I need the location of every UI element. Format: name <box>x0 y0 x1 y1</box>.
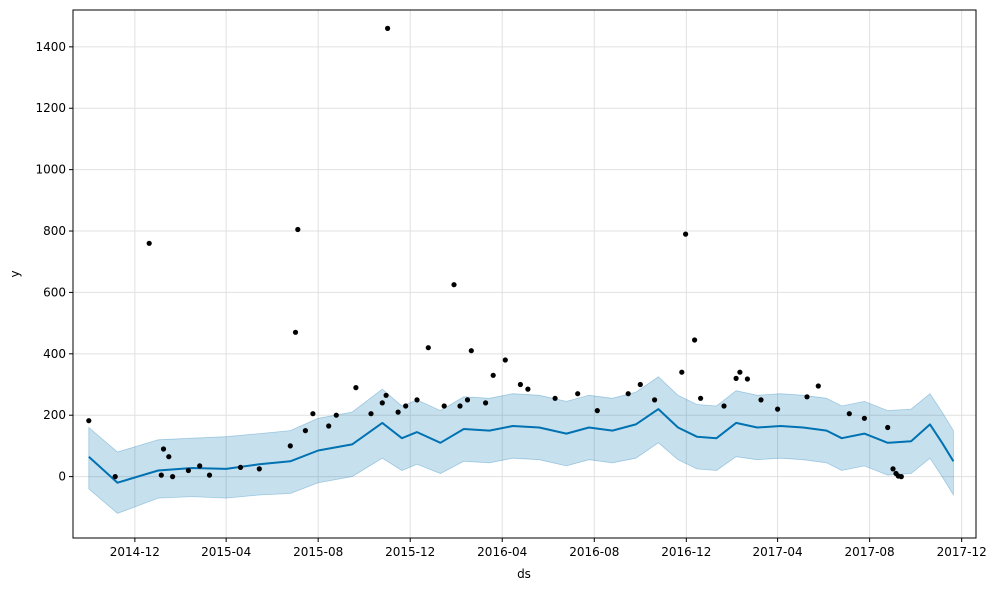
observed-point <box>898 474 904 480</box>
x-tick-label: 2015-12 <box>385 545 435 559</box>
observed-point <box>206 472 213 478</box>
observed-point <box>403 403 409 409</box>
observed-point <box>733 375 739 381</box>
observed-point <box>326 423 332 429</box>
observed-point <box>625 391 631 397</box>
observed-point <box>464 397 471 403</box>
observed-point <box>170 474 176 480</box>
y-tick-label: 0 <box>58 470 66 484</box>
observed-point <box>758 397 764 403</box>
observed-point <box>575 391 581 397</box>
observed-point <box>86 418 92 424</box>
observed-point <box>451 282 457 288</box>
x-tick-label: 2017-08 <box>845 545 895 559</box>
uncertainty-band <box>88 376 954 514</box>
observed-point <box>302 428 308 434</box>
observed-point <box>804 394 810 400</box>
observed-point <box>885 424 891 431</box>
observed-point <box>517 381 524 388</box>
y-tick-label: 1200 <box>35 101 66 115</box>
observed-point <box>692 337 698 343</box>
observed-point <box>815 383 821 389</box>
observed-point <box>379 400 385 406</box>
y-tick-label: 600 <box>43 285 66 299</box>
observed-points-layer <box>86 25 904 480</box>
observed-point <box>166 454 172 460</box>
observed-point <box>112 474 118 480</box>
observed-point <box>414 397 420 403</box>
x-tick-label: 2017-04 <box>753 545 803 559</box>
y-tick-label: 1400 <box>35 40 66 54</box>
observed-point <box>197 463 203 469</box>
observed-point <box>237 464 244 470</box>
y-tick-label: 800 <box>43 224 66 238</box>
observed-point <box>721 403 727 409</box>
observed-point <box>425 345 431 351</box>
observed-point <box>385 25 391 31</box>
observed-point <box>310 411 316 417</box>
x-axis-label: ds <box>517 567 531 581</box>
observed-point <box>441 403 447 409</box>
observed-point <box>333 412 339 418</box>
y-tick-label: 400 <box>43 347 66 361</box>
x-tick-label: 2016-04 <box>477 545 527 559</box>
x-tick-label: 2015-08 <box>293 545 343 559</box>
uncertainty-band-layer <box>88 376 954 514</box>
observed-point <box>160 446 167 452</box>
x-axis-ticks: 2014-12 2015-04 2015-08 2015-12 2016-04 2016-… <box>110 538 986 559</box>
observed-point <box>775 406 781 412</box>
observed-point <box>737 369 743 375</box>
observed-point <box>383 392 389 398</box>
observed-point <box>744 376 751 382</box>
observed-point <box>861 415 868 421</box>
y-axis-label: y <box>8 270 22 277</box>
observed-point <box>295 226 301 233</box>
observed-point <box>483 400 489 406</box>
grid-lines <box>73 10 976 538</box>
observed-point <box>185 467 191 474</box>
observed-point <box>698 395 704 401</box>
observed-point <box>353 385 359 391</box>
observed-point <box>594 408 600 414</box>
observed-point <box>652 397 658 403</box>
observed-point <box>146 240 152 246</box>
x-tick-label: 2014-12 <box>110 545 160 559</box>
forecast-line-layer <box>88 408 955 484</box>
observed-point <box>287 443 293 449</box>
observed-point <box>292 329 299 335</box>
y-axis-ticks: 0 200 400 600 800 1000 1200 1400 <box>35 40 73 484</box>
observed-point <box>683 231 689 237</box>
observed-point <box>468 348 474 354</box>
observed-point <box>552 395 558 401</box>
observed-point <box>256 466 262 472</box>
observed-point <box>502 357 508 363</box>
x-tick-label: 2017-12 <box>937 545 986 559</box>
x-tick-label: 2016-12 <box>661 545 711 559</box>
observed-point <box>846 411 852 417</box>
observed-point <box>679 369 685 375</box>
observed-point <box>457 403 463 409</box>
observed-point <box>890 466 896 472</box>
forecast-line <box>88 408 955 484</box>
observed-point <box>158 472 164 478</box>
observed-point <box>395 409 401 415</box>
y-tick-label: 200 <box>43 408 66 422</box>
plot-frame <box>72 9 977 539</box>
x-tick-label: 2015-04 <box>201 545 251 559</box>
x-tick-label: 2016-08 <box>569 545 619 559</box>
observed-point <box>490 372 496 378</box>
observed-point <box>637 381 643 388</box>
plot-background <box>73 10 976 538</box>
observed-point <box>525 386 531 392</box>
y-tick-label: 1000 <box>35 163 66 177</box>
observed-point <box>368 411 374 417</box>
